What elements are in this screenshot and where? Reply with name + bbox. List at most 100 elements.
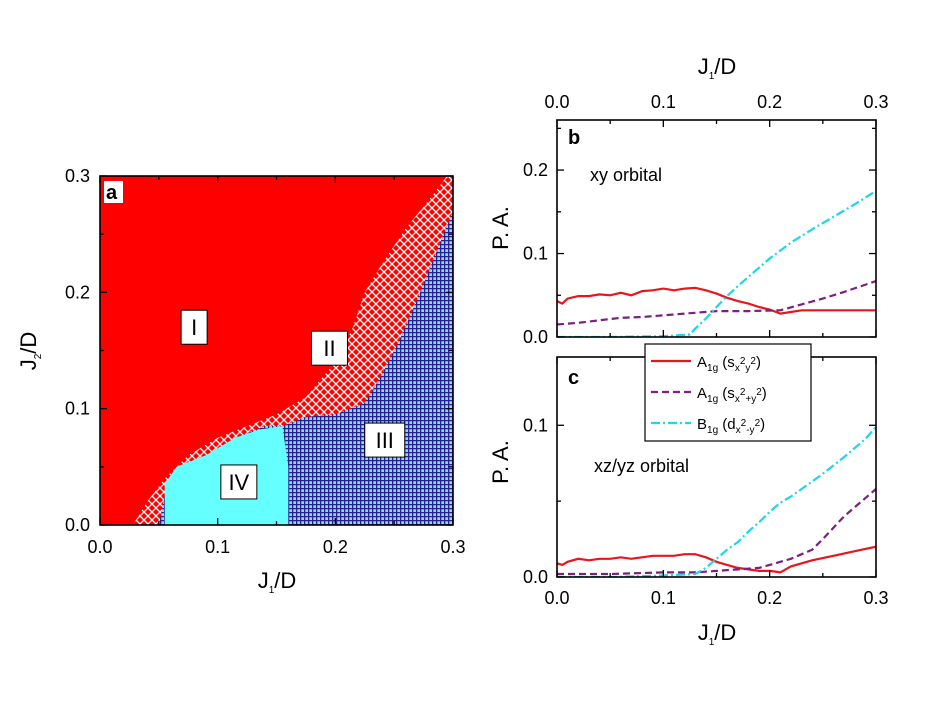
- legend: A1g (sx2y2)A1g (sx2+y2)B1g (dx2-y2): [644, 343, 812, 442]
- panel-a-x-ticks: 0.0 0.1 0.2 0.3: [87, 176, 466, 557]
- series-line: [557, 280, 876, 326]
- axis-symbol-tail: /D: [714, 54, 736, 79]
- series-line: [557, 286, 876, 315]
- panel-c-annotation: xz/yz orbital: [594, 456, 689, 476]
- region-label-box: [180, 309, 208, 345]
- region-label-box: [364, 422, 406, 458]
- leg-sup: 2: [741, 418, 747, 429]
- series-line: [557, 488, 876, 576]
- x-tick-label: 0.2: [323, 537, 348, 557]
- leg-sub2: +y: [745, 394, 756, 405]
- axis-symbol: J: [698, 54, 709, 79]
- x-tick-label: 0.2: [757, 92, 782, 112]
- panel-b-series: [557, 189, 876, 337]
- y-tick-label: 0.1: [523, 415, 548, 435]
- leg-symbol-sub: 1g: [707, 394, 718, 405]
- panel-b-frame: [556, 119, 877, 338]
- legend-entry-label: A1g (sx2y2): [697, 354, 761, 374]
- region-label: III: [376, 428, 394, 453]
- series-line: [557, 189, 876, 337]
- panel-b-top-x-axis-label: J1/D: [698, 54, 737, 82]
- panel-c-y-ticks: 0.0 0.1: [523, 415, 876, 587]
- leg-symbol: A: [697, 385, 707, 402]
- leg-symbol-sub: 1g: [707, 425, 718, 436]
- x-tick-label: 0.2: [757, 588, 782, 608]
- axis-symbol-tail: /D: [714, 620, 736, 645]
- leg-close: ): [762, 385, 767, 402]
- leg-sup: 2: [740, 387, 746, 398]
- axis-symbol: J: [698, 620, 709, 645]
- x-tick-label: 0.3: [440, 537, 465, 557]
- panel-b-letter: b: [568, 127, 580, 149]
- x-tick-label: 0.0: [544, 588, 569, 608]
- panel-c-xzyz-orbital: 0.0 0.1 0.2 0.3 0.0 0.1 c xz/yz orbital J1/D…: [488, 343, 889, 648]
- y-tick-label: 0.1: [65, 399, 90, 419]
- y-tick-label: 0.3: [65, 166, 90, 186]
- leg-close: ): [760, 416, 765, 433]
- panel-a-letter-box: [104, 181, 123, 203]
- region-label: IV: [228, 470, 249, 495]
- axis-symbol: J: [258, 568, 269, 593]
- panel-c-series: [557, 426, 876, 577]
- panel-b-annotation: xy orbital: [590, 165, 662, 185]
- leg-sub2: y: [745, 363, 750, 374]
- panel-b-xy-orbital: 0.0 0.1 0.2 0.3 0.0 0.1 0.2 b xy orbital J1/D…: [488, 54, 889, 347]
- panel-b-y-axis-label: P. A.: [488, 206, 513, 250]
- axis-symbol-subscript: 1: [709, 637, 715, 648]
- x-tick-label: 0.0: [544, 92, 569, 112]
- y-tick-label: 0.1: [523, 244, 548, 264]
- leg-symbol: B: [697, 416, 707, 433]
- leg-sup: 2: [740, 356, 746, 367]
- leg-symbol-sub: 1g: [707, 363, 718, 374]
- panel-a-x-axis-label: J1/D: [258, 568, 297, 596]
- leg-sub: x: [735, 363, 740, 374]
- x-tick-label: 0.1: [651, 588, 676, 608]
- y-tick-label: 0.0: [523, 567, 548, 587]
- axis-symbol-subscript: 2: [33, 353, 44, 359]
- y-tick-label: 0.2: [65, 282, 90, 302]
- leg-sub: x: [735, 394, 740, 405]
- panel-c-letter: c: [568, 367, 579, 389]
- leg-paren: (s: [718, 385, 735, 402]
- panel-a-y-ticks: 0.0 0.1 0.2 0.3: [65, 166, 453, 535]
- y-tick-label: 0.0: [523, 327, 548, 347]
- panel-c-x-axis-label: J1/D: [698, 620, 737, 648]
- panel-a-letter: a: [106, 182, 118, 204]
- region-label: II: [323, 336, 335, 361]
- leg-symbol: A: [697, 354, 707, 371]
- axis-symbol-subscript: 1: [269, 585, 275, 596]
- region-I-area: [100, 176, 453, 525]
- x-tick-label: 0.1: [651, 92, 676, 112]
- series-line: [557, 426, 876, 577]
- panel-b-x-ticks: 0.0 0.1 0.2 0.3: [544, 92, 889, 337]
- axis-symbol: J: [16, 359, 41, 370]
- axis-symbol-tail: /D: [16, 332, 41, 354]
- leg-close: ): [756, 354, 761, 371]
- leg-paren: (s: [718, 354, 735, 371]
- leg-paren: (d: [718, 416, 736, 433]
- leg-sup2: 2: [756, 387, 762, 398]
- x-tick-label: 0.0: [87, 537, 112, 557]
- x-tick-label: 0.1: [205, 537, 230, 557]
- region-label-box: [310, 330, 348, 366]
- y-tick-label: 0.2: [523, 160, 548, 180]
- x-tick-label: 0.3: [863, 92, 888, 112]
- x-tick-label: 0.3: [863, 588, 888, 608]
- axis-symbol-subscript: 1: [709, 71, 715, 82]
- leg-sub: x: [736, 425, 741, 436]
- leg-sup2: 2: [755, 418, 761, 429]
- panel-b-y-ticks: 0.0 0.1 0.2: [523, 127, 876, 347]
- panel-a-y-axis-label: J2/D: [16, 332, 44, 371]
- region-label-box: [220, 464, 258, 500]
- panel-c-y-axis-label: P. A.: [488, 440, 513, 484]
- y-tick-label: 0.0: [65, 515, 90, 535]
- series-line: [557, 545, 876, 574]
- leg-sub2: -y: [746, 425, 754, 436]
- leg-sup2: 2: [750, 356, 756, 367]
- axis-symbol-tail: /D: [274, 568, 296, 593]
- region-label: I: [191, 315, 197, 340]
- legend-entry-label: A1g (sx2+y2): [697, 385, 767, 405]
